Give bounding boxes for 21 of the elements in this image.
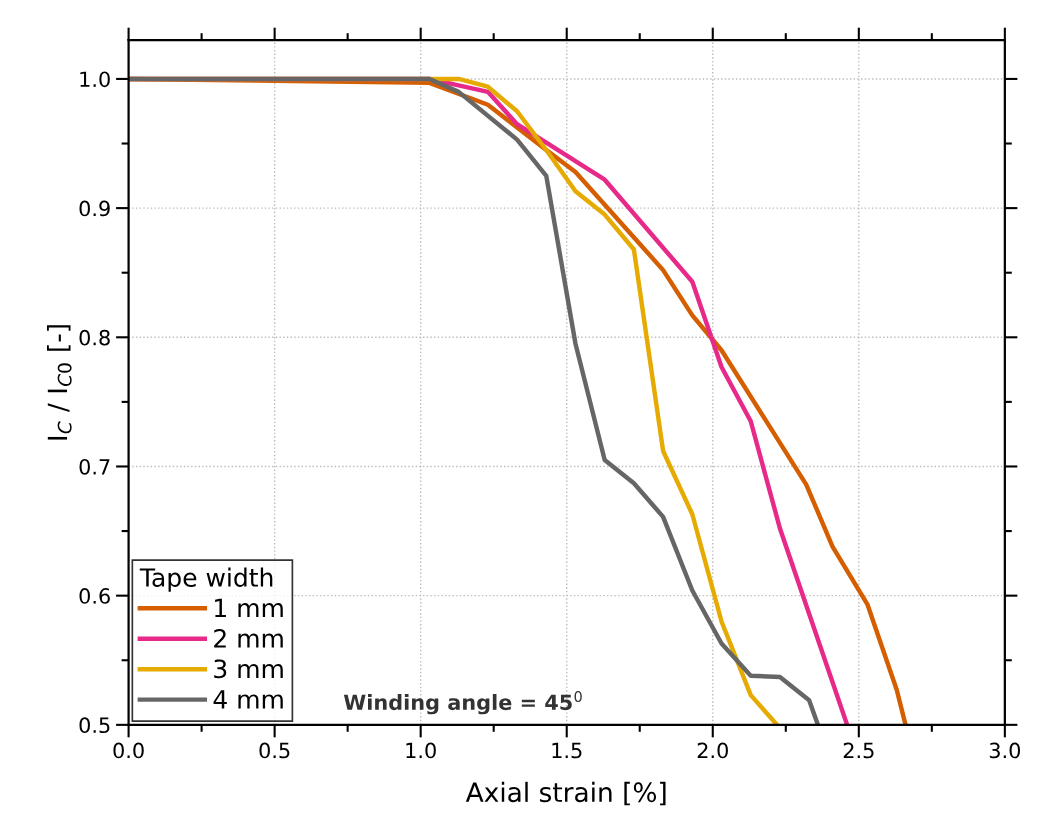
- x-tick-label: 2.5: [843, 742, 874, 759]
- legend-title: Tape width: [139, 567, 273, 592]
- y-tick-label: 0.6: [79, 588, 110, 604]
- y-tick-label: 0.5: [79, 717, 110, 734]
- x-tick-label: 1.5: [552, 742, 582, 759]
- x-tick-label: 0.5: [259, 742, 290, 759]
- y-axis-title: I$_{C}$ / I$_{C0}$ [-]: [47, 325, 72, 440]
- y-tick-label: 0.9: [79, 200, 110, 217]
- annotation: Winding angle = 45$^{0}$: [343, 691, 582, 715]
- x-axis-title: Axial strain [%]: [465, 781, 666, 806]
- x-tick-label: 1.0: [406, 742, 436, 759]
- x-tick-label: 0.0: [113, 742, 144, 759]
- x-tick-label: 2.0: [697, 742, 728, 759]
- x-tick-label: 3.0: [989, 742, 1021, 759]
- legend-label: 3 mm: [214, 659, 283, 679]
- y-tick-label: 0.8: [79, 329, 110, 346]
- y-tick-label: 1.0: [80, 71, 110, 88]
- legend-label: 1 mm: [215, 598, 283, 618]
- legend-label: 4 mm: [213, 690, 283, 709]
- legend-label: 2 mm: [214, 628, 283, 648]
- y-tick-label: 0.7: [79, 458, 110, 475]
